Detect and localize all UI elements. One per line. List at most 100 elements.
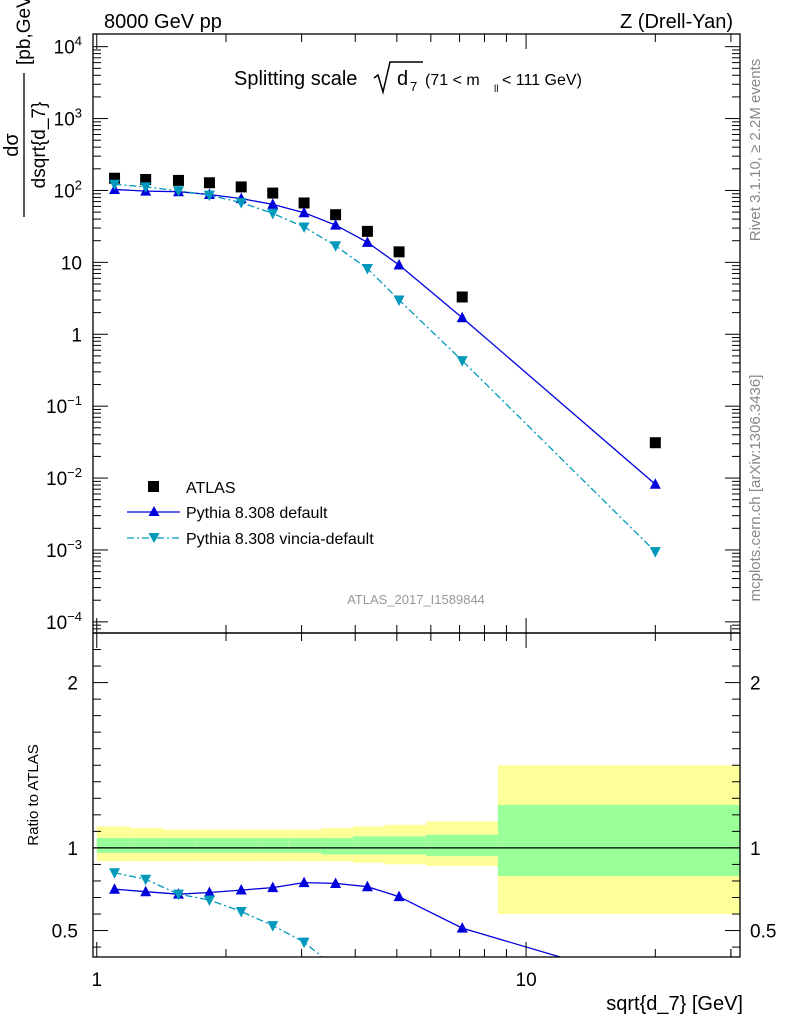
ratio-uncertainty-bands (93, 765, 740, 915)
rivet-version-label: Rivet 3.1.10, ≥ 2.2M events (747, 59, 764, 242)
ratio-point-1-6 (298, 937, 310, 949)
ratio-ytick-label-left-0: 0.5 (52, 922, 78, 943)
main-ytick-label-6: 10−2 (46, 465, 82, 490)
main-panel-background (93, 34, 740, 633)
ratio-point-0-8 (361, 880, 373, 892)
band-inner-5 (257, 837, 289, 853)
main-ytick-label-2: 102 (54, 177, 82, 202)
x-axis-label: sqrt{d_7} [GeV] (606, 993, 743, 1015)
header-right-label: Z (Drell-Yan) (620, 11, 733, 33)
main-point-2-5 (267, 208, 279, 220)
title-range-sub: ll (494, 84, 498, 95)
ratio-frame (92, 632, 741, 958)
ratio-point-0-9 (393, 890, 405, 902)
main-point-2-8 (361, 264, 373, 275)
ratio-point-0-3 (203, 886, 215, 898)
ratio-point-1-1 (140, 874, 152, 886)
main-point-0-5 (267, 187, 279, 199)
main-ytick-label-3: 10 (61, 253, 82, 274)
ratio-point-0-5 (267, 881, 279, 893)
ratio-panel-axes: 1 10 0.5 0.5 1 1 2 2 (52, 633, 776, 991)
main-point-2-2 (172, 186, 184, 197)
ratio-point-0-1 (140, 885, 152, 897)
ratio-point-1-4 (235, 907, 247, 918)
main-series-line-1 (114, 188, 656, 485)
main-ytick-label-8: 10−4 (46, 609, 82, 634)
mcplots-label: mcplots.cern.ch [arXiv:1306.3436] (747, 375, 764, 602)
main-panel-series (109, 172, 661, 558)
main-point-2-4 (235, 198, 247, 209)
ratio-point-1-2 (172, 889, 184, 901)
ratio-ytick-label-left-1: 1 (67, 839, 78, 860)
main-ytick-label-1: 103 (54, 106, 82, 131)
title-range-close: < 111 GeV) (502, 72, 582, 89)
analysis-watermark: ATLAS_2017_I1589844 (347, 592, 485, 607)
legend-label-default: Pythia 8.308 default (186, 505, 328, 522)
main-ytick-label-5: 10−1 (46, 393, 82, 418)
main-point-1-10 (456, 311, 468, 323)
x-tick-label-0: 1 (91, 970, 102, 991)
band-inner-0 (96, 837, 131, 853)
main-y-axis-label: dσ dsqrt{d_7} [pb,GeV-1] (1, 0, 50, 217)
main-point-0-9 (393, 246, 405, 258)
ratio-series-line-0 (114, 881, 561, 957)
main-point-0-7 (330, 209, 342, 221)
main-point-2-6 (298, 222, 310, 234)
ratio-y-axis-label: Ratio to ATLAS (25, 744, 42, 845)
main-point-0-10 (456, 291, 468, 303)
legend-label-vincia: Pythia 8.308 vincia-default (186, 531, 374, 548)
legend-marker-vincia (148, 533, 160, 543)
legend-label-atlas: ATLAS (186, 480, 236, 497)
ylabel-numerator: dσ (1, 133, 23, 157)
header-left-label: 8000 GeV pp (104, 11, 222, 33)
main-point-1-5 (267, 198, 279, 209)
main-ytick-label-7: 10−3 (46, 537, 82, 562)
main-point-2-0 (109, 179, 121, 191)
band-inner-11 (497, 804, 740, 876)
main-series-0 (109, 172, 661, 449)
legend-marker-default (148, 506, 160, 516)
ratio-point-1-0 (109, 868, 121, 879)
ratio-panel-series (109, 868, 561, 957)
band-inner-3 (195, 837, 227, 853)
ratio-point-1-5 (267, 921, 279, 932)
ratio-point-0-7 (330, 877, 342, 888)
plot-title: Splitting scale d 7 (71 < m ll < 111 GeV… (234, 61, 582, 95)
ratio-series-line-1 (114, 872, 323, 957)
main-point-1-11 (649, 478, 661, 489)
main-point-0-8 (361, 225, 373, 237)
band-inner-8 (352, 836, 385, 855)
legend-marker-atlas (148, 481, 159, 492)
main-point-0-1 (140, 174, 152, 186)
ratio-point-1-3 (203, 895, 215, 906)
title-range-open: (71 < m (425, 72, 480, 89)
ratio-point-0-6 (298, 876, 310, 888)
ratio-ytick-label-right-2: 2 (750, 674, 761, 695)
main-point-0-0 (109, 172, 121, 184)
main-point-0-6 (298, 197, 310, 209)
main-point-1-7 (330, 219, 342, 230)
title-prefix: Splitting scale (234, 68, 357, 90)
title-symbol: d (397, 68, 408, 90)
ylabel-denominator: dsqrt{d_7} (29, 102, 50, 189)
legend: ATLAS Pythia 8.308 default Pythia 8.308 … (127, 480, 374, 548)
ratio-series-1 (109, 868, 323, 957)
main-series-line-2 (114, 183, 656, 553)
ratio-point-0-10 (456, 922, 468, 933)
main-point-0-11 (649, 437, 661, 449)
main-series-2 (109, 179, 661, 558)
band-inner-9 (384, 836, 427, 855)
band-inner-2 (163, 837, 196, 853)
ratio-point-0-4 (235, 884, 247, 895)
ratio-series-0 (109, 876, 561, 957)
ylabel-unit: [pb,GeV-1] (10, 0, 35, 65)
band-inner-1 (130, 837, 164, 853)
main-point-2-7 (330, 241, 342, 252)
main-point-2-9 (393, 295, 405, 306)
main-point-0-3 (203, 177, 215, 189)
main-ytick-label-0: 104 (54, 34, 82, 59)
main-point-1-9 (393, 258, 405, 270)
main-point-0-4 (235, 181, 247, 193)
